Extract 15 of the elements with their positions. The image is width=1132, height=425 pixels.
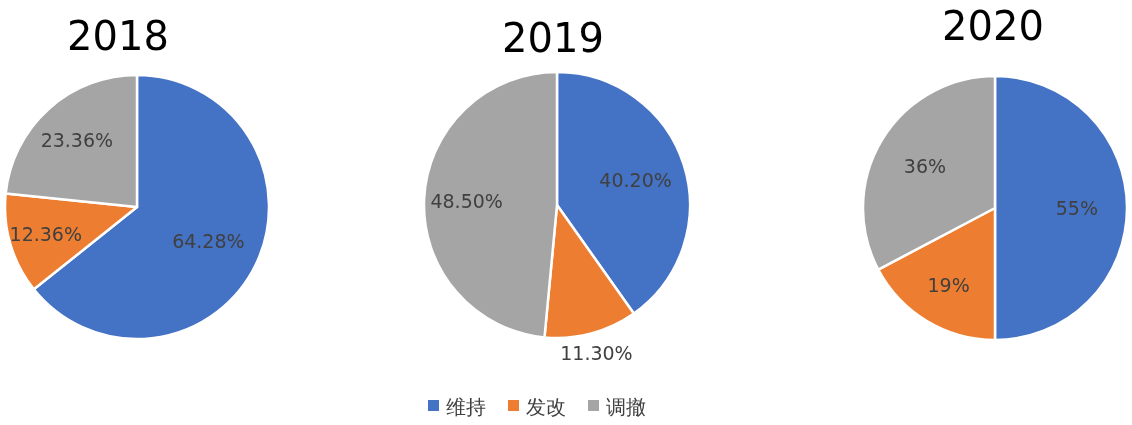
data-label: 23.36% <box>40 129 114 152</box>
data-label: 36% <box>903 154 947 177</box>
data-label: 11.30% <box>560 341 633 364</box>
legend-label: 维持 <box>446 395 486 419</box>
data-label: 12.36% <box>9 222 83 245</box>
chart-title: 2019 <box>502 15 604 61</box>
chart-title: 2018 <box>67 13 169 59</box>
chart-title: 2020 <box>942 3 1044 49</box>
data-label: 48.50% <box>430 189 503 212</box>
data-label: 19% <box>927 273 970 296</box>
legend-label: 发改 <box>526 395 566 419</box>
data-label: 40.20% <box>599 169 672 192</box>
data-label: 55% <box>1055 197 1098 219</box>
data-label: 64.28% <box>172 230 245 253</box>
legend-label: 调撤 <box>606 395 646 419</box>
